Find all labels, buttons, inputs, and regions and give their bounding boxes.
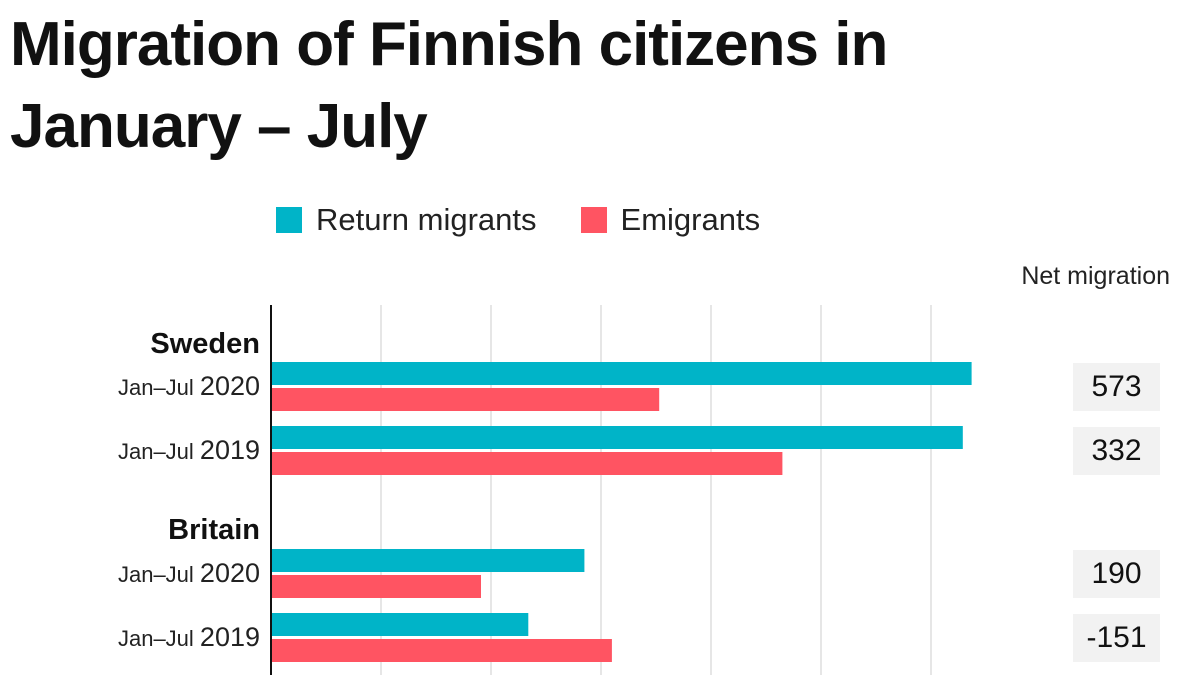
net-migration-header: Net migration — [1021, 262, 1170, 290]
row-label-britain-2020: Jan–Jul 2020 — [118, 558, 260, 588]
row-label-year: 2019 — [200, 622, 260, 652]
net-migration-britain-2019: -151 — [1073, 614, 1160, 662]
row-label-sweden-2020: Jan–Jul 2020 — [118, 371, 260, 401]
bar-britain-2019-emigrants — [272, 639, 612, 662]
bar-sweden-2019-emigrants — [272, 452, 783, 475]
chart-title: Migration of Finnish citizens in January… — [10, 10, 888, 161]
legend-label-emigrants: Emigrants — [620, 202, 761, 237]
legend-item-emigrants: Emigrants — [580, 202, 761, 238]
row-label-year: 2019 — [200, 435, 260, 465]
bar-sweden-2019-return-migrants — [272, 426, 963, 449]
row-label-year: 2020 — [200, 371, 260, 401]
net-migration-sweden-2019: 332 — [1073, 427, 1160, 475]
net-migration-britain-2020: 190 — [1073, 550, 1160, 598]
bar-britain-2019-return-migrants — [272, 613, 529, 636]
row-label-britain-2019: Jan–Jul 2019 — [118, 622, 260, 652]
legend-label-return-migrants: Return migrants — [316, 202, 537, 237]
legend-swatch-return-migrants — [276, 207, 302, 233]
group-label-britain: Britain — [168, 514, 260, 546]
legend: Return migrants Emigrants — [276, 200, 804, 240]
row-label-prefix: Jan–Jul — [118, 562, 200, 587]
bar-sweden-2020-return-migrants — [272, 362, 972, 385]
group-label-sweden: Sweden — [150, 328, 260, 360]
row-label-prefix: Jan–Jul — [118, 375, 200, 400]
bar-sweden-2020-emigrants — [272, 388, 660, 411]
row-label-prefix: Jan–Jul — [118, 439, 200, 464]
legend-swatch-emigrants — [580, 207, 607, 233]
row-label-prefix: Jan–Jul — [118, 626, 200, 651]
bar-britain-2020-return-migrants — [272, 549, 585, 572]
row-label-sweden-2019: Jan–Jul 2019 — [118, 435, 260, 465]
bar-britain-2020-emigrants — [272, 575, 481, 598]
row-label-year: 2020 — [200, 558, 260, 588]
net-migration-sweden-2020: 573 — [1073, 363, 1160, 411]
legend-item-return-migrants: Return migrants — [276, 202, 537, 238]
